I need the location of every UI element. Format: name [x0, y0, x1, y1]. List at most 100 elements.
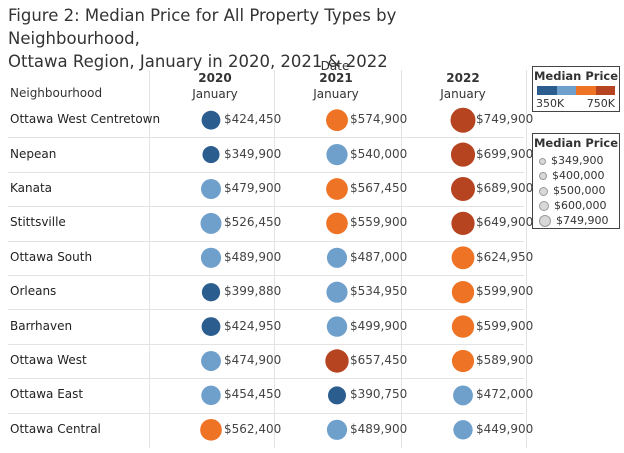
- color-ramp-segment: [537, 86, 557, 95]
- size-legend-item: $749,900: [539, 214, 609, 227]
- row-divider: [8, 137, 524, 139]
- price-bubble: [451, 211, 475, 236]
- price-bubble: [451, 315, 475, 338]
- size-legend-label: $400,000: [552, 169, 605, 182]
- price-bubble: [326, 178, 348, 200]
- price-bubble: [326, 281, 348, 303]
- date-header: Date: [320, 59, 350, 73]
- row-divider: [8, 378, 524, 380]
- price-bubble: [450, 107, 476, 133]
- color-legend-low: 350K: [536, 97, 565, 110]
- row-label: Stittsville: [10, 215, 66, 230]
- price-label: $472,000: [476, 387, 534, 402]
- row-label: Kanata: [10, 181, 53, 195]
- price-bubble: [326, 143, 348, 166]
- size-legend-item: $500,000: [539, 184, 606, 197]
- price-label: $599,900: [476, 318, 534, 333]
- price-label: $589,900: [476, 353, 534, 367]
- color-ramp-segment: [576, 86, 596, 95]
- price-label: $487,000: [350, 249, 408, 264]
- size-legend-label: $349,900: [551, 154, 604, 167]
- price-label: $749,900: [476, 112, 534, 127]
- size-legend-label: $749,900: [556, 214, 609, 227]
- price-label: $540,000: [350, 146, 408, 161]
- size-legend: Median Price $349,900 $400,000 $500,000 $60…: [532, 133, 620, 229]
- price-bubble: [201, 385, 221, 406]
- color-ramp-segment: [596, 86, 615, 95]
- price-bubble: [325, 349, 349, 373]
- row-label: Barrhaven: [10, 318, 73, 333]
- price-bubble: [451, 246, 475, 270]
- price-bubble: [326, 419, 348, 440]
- price-bubble: [202, 146, 220, 164]
- price-label: $399,880: [224, 284, 282, 299]
- grid-divider: [401, 70, 402, 448]
- price-label: $559,900: [350, 215, 408, 230]
- chart-title: Figure 2: Median Price for All Property …: [8, 4, 528, 73]
- price-bubble: [201, 179, 221, 199]
- size-legend-label: $500,000: [553, 184, 606, 197]
- row-divider: [8, 206, 524, 208]
- price-label: $474,900: [224, 353, 282, 367]
- size-legend-label: $600,000: [554, 199, 607, 212]
- color-legend-high: 750K: [586, 97, 615, 110]
- price-label: $489,900: [350, 421, 408, 436]
- price-bubble: [451, 349, 475, 373]
- price-bubble: [326, 212, 348, 235]
- price-label: $526,450: [224, 215, 282, 230]
- grid-divider: [274, 70, 275, 448]
- row-label: Ottawa East: [10, 387, 84, 402]
- price-label: $689,900: [476, 181, 534, 195]
- size-legend-dot: [539, 186, 548, 196]
- size-legend-item: $400,000: [539, 169, 605, 182]
- row-label: Ottawa South: [10, 249, 93, 264]
- price-label: $479,900: [224, 181, 282, 195]
- price-bubble: [200, 418, 222, 441]
- row-label: Ottawa West Centretown: [10, 112, 161, 127]
- price-bubble: [451, 177, 475, 201]
- price-bubble: [201, 110, 221, 130]
- year-header-2: 2022: [446, 71, 480, 85]
- price-label: $624,950: [476, 249, 534, 264]
- year-header-0: 2020: [198, 71, 232, 85]
- row-divider: [8, 412, 524, 414]
- price-label: $599,900: [476, 284, 534, 299]
- month-header-0: January: [192, 87, 238, 101]
- price-label: $454,450: [224, 387, 282, 402]
- color-legend-title: Median Price: [533, 69, 619, 83]
- size-legend-item: $349,900: [539, 154, 604, 167]
- price-label: $649,900: [476, 215, 534, 230]
- price-label: $567,450: [350, 181, 408, 195]
- size-legend-dot: [539, 201, 549, 211]
- size-legend-dot: [539, 215, 551, 227]
- price-bubble: [200, 247, 222, 268]
- price-bubble: [450, 142, 476, 167]
- color-ramp: [537, 86, 615, 95]
- price-bubble: [453, 385, 473, 406]
- price-label: $699,900: [476, 146, 534, 161]
- price-label: $499,900: [350, 318, 408, 333]
- grid-divider: [149, 70, 150, 448]
- price-bubble: [200, 212, 222, 234]
- price-label: $657,450: [350, 353, 408, 367]
- price-label: $534,950: [350, 284, 408, 299]
- month-header-1: January: [313, 87, 359, 101]
- color-legend: Median Price 350K 750K: [532, 66, 620, 112]
- price-bubble: [201, 317, 221, 337]
- price-bubble: [326, 247, 348, 268]
- month-header-2: January: [440, 87, 486, 101]
- price-bubble: [201, 351, 221, 371]
- price-bubble: [453, 420, 473, 440]
- neighbourhood-column-header: Neighbourhood: [10, 86, 103, 100]
- price-label: $424,450: [224, 112, 282, 127]
- price-bubble: [451, 281, 475, 304]
- price-label: $424,950: [224, 318, 282, 333]
- year-header-1: 2021: [319, 71, 353, 85]
- price-label: $562,400: [224, 421, 282, 436]
- row-divider: [8, 309, 524, 311]
- row-label: Ottawa Central: [10, 421, 101, 436]
- row-label: Nepean: [10, 146, 57, 161]
- chart-title-line1: Figure 2: Median Price for All Property …: [8, 6, 397, 48]
- price-bubble: [201, 283, 221, 302]
